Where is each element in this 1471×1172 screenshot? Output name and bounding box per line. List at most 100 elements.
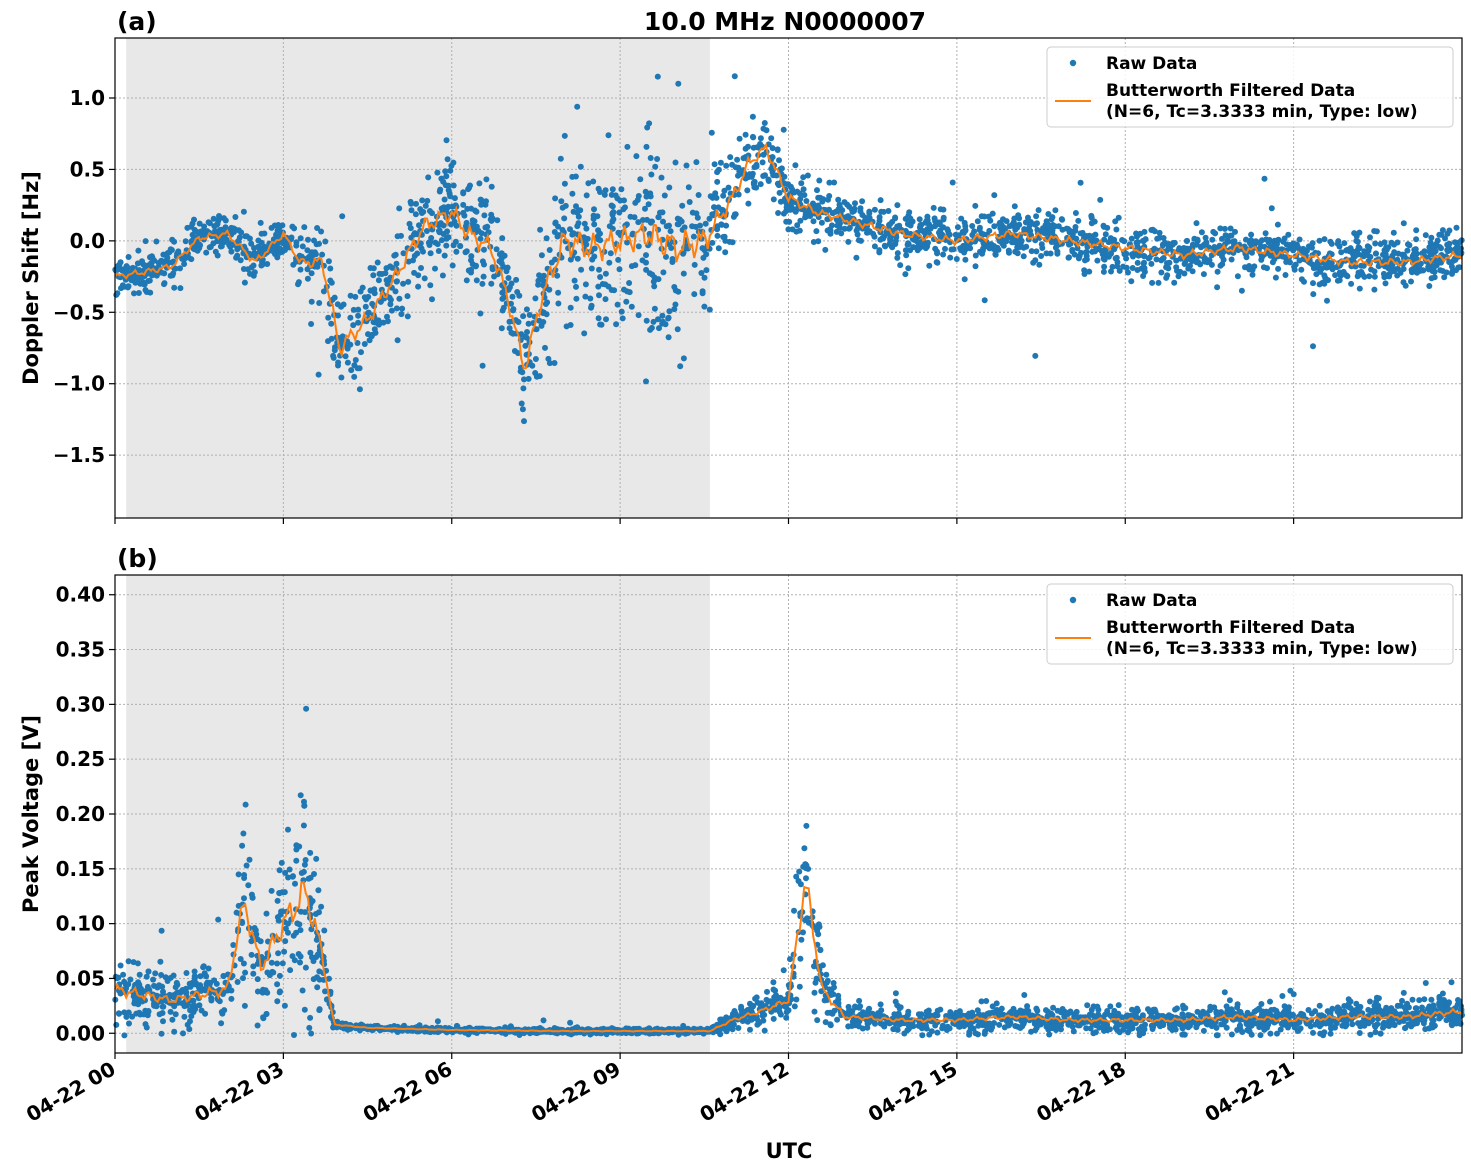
raw-data-point: [1066, 254, 1072, 261]
raw-data-point: [835, 196, 842, 203]
raw-data-point: [1291, 266, 1298, 273]
raw-data-point: [1279, 993, 1286, 999]
raw-data-point: [981, 297, 988, 304]
raw-data-point: [479, 362, 486, 369]
raw-data-point: [605, 283, 612, 290]
raw-data-point: [628, 303, 635, 310]
raw-data-point: [876, 214, 883, 221]
raw-data-point: [384, 313, 390, 320]
raw-data-point: [1134, 259, 1141, 266]
raw-data-point: [453, 248, 460, 255]
raw-data-point: [1428, 275, 1435, 282]
raw-data-point: [228, 987, 235, 994]
raw-data-point: [736, 135, 743, 142]
raw-data-point: [1088, 220, 1095, 227]
raw-data-point: [714, 169, 721, 176]
raw-data-point: [910, 244, 917, 251]
raw-data-point: [322, 238, 329, 245]
raw-data-point: [1421, 996, 1428, 1003]
raw-data-point: [238, 229, 245, 236]
raw-data-point: [418, 265, 424, 271]
raw-data-point: [289, 953, 296, 960]
raw-data-point: [411, 231, 417, 238]
raw-data-point: [557, 155, 564, 162]
raw-data-point: [197, 973, 204, 980]
raw-data-point: [391, 252, 398, 259]
raw-data-point: [775, 210, 782, 216]
raw-data-point: [158, 927, 165, 934]
raw-data-point: [196, 220, 203, 227]
raw-data-point: [629, 231, 636, 238]
raw-data-point: [800, 186, 807, 193]
raw-data-point: [1024, 1003, 1031, 1010]
raw-data-point: [903, 252, 910, 259]
raw-data-point: [822, 246, 829, 253]
raw-data-point: [500, 304, 507, 311]
raw-data-point: [400, 280, 407, 287]
raw-data-point: [648, 219, 654, 226]
raw-data-point: [1058, 216, 1065, 223]
raw-data-point: [1400, 220, 1407, 227]
raw-data-point: [1043, 1023, 1050, 1030]
y-tick-label: −1.0: [53, 372, 105, 396]
raw-data-point: [906, 209, 913, 216]
raw-data-point: [677, 363, 684, 370]
raw-data-point: [258, 230, 265, 237]
raw-data-point: [622, 204, 628, 211]
raw-data-point: [481, 246, 487, 253]
raw-data-point: [789, 186, 796, 193]
raw-data-point: [656, 325, 662, 332]
raw-data-point: [1253, 1007, 1260, 1014]
raw-data-point: [1121, 238, 1128, 245]
raw-data-point: [359, 284, 366, 291]
raw-data-point: [643, 143, 650, 150]
raw-data-point: [971, 228, 978, 235]
raw-data-point: [1108, 268, 1114, 275]
raw-data-point: [356, 386, 363, 393]
raw-data-point: [247, 270, 253, 277]
raw-data-point: [538, 322, 545, 329]
raw-data-point: [1356, 245, 1363, 252]
raw-data-point: [1426, 283, 1433, 289]
raw-data-point: [363, 296, 370, 303]
raw-data-point: [578, 266, 585, 273]
raw-data-point: [647, 190, 654, 197]
raw-data-point: [1358, 269, 1365, 275]
raw-data-point: [606, 259, 613, 266]
raw-data-point: [1100, 268, 1107, 275]
raw-data-point: [569, 173, 576, 180]
raw-data-point: [892, 214, 899, 221]
raw-data-point: [794, 222, 801, 229]
raw-data-point: [940, 206, 947, 213]
raw-data-point: [325, 338, 331, 345]
raw-data-point: [510, 330, 517, 337]
raw-data-point: [597, 237, 604, 244]
raw-data-point: [399, 305, 406, 312]
raw-data-point: [158, 1030, 165, 1037]
raw-data-point: [944, 226, 951, 233]
raw-data-point: [1322, 262, 1329, 269]
raw-data-point: [384, 281, 391, 287]
raw-data-point: [180, 1030, 186, 1037]
raw-data-point: [131, 290, 137, 297]
raw-data-point: [647, 155, 654, 161]
raw-data-point: [701, 303, 708, 310]
raw-data-point: [460, 201, 467, 208]
raw-data-point: [1381, 239, 1388, 246]
raw-data-point: [295, 279, 302, 286]
raw-data-point: [1139, 237, 1146, 244]
raw-data-point: [135, 247, 142, 254]
raw-data-point: [962, 256, 969, 263]
raw-data-point: [1171, 279, 1178, 286]
raw-data-point: [986, 244, 993, 251]
raw-data-point: [930, 204, 937, 211]
raw-data-point: [548, 259, 555, 266]
raw-data-point: [181, 1013, 188, 1020]
raw-data-point: [1422, 980, 1429, 986]
raw-data-point: [535, 277, 542, 284]
raw-data-point: [1416, 997, 1423, 1004]
raw-data-point: [347, 292, 354, 299]
raw-data-point: [1180, 248, 1187, 255]
raw-data-point: [679, 202, 686, 209]
raw-data-point: [1450, 258, 1457, 264]
